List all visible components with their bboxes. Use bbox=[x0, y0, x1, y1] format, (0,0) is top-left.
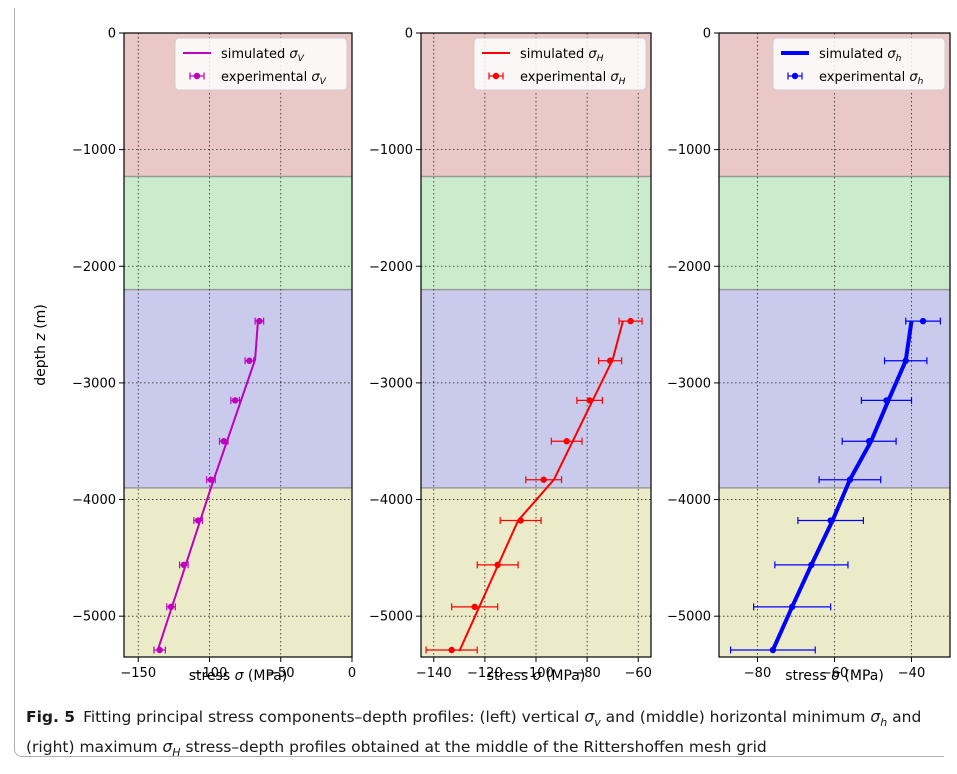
y-axis-label: depth z (m) bbox=[33, 304, 49, 386]
data-point-1 bbox=[606, 357, 614, 364]
data-point-3 bbox=[563, 438, 570, 445]
y-tick-label-2: −2000 bbox=[72, 260, 116, 275]
data-point-4 bbox=[846, 476, 854, 483]
y-tick-label-0: 0 bbox=[108, 27, 116, 42]
data-point-4 bbox=[540, 476, 547, 483]
y-tick-label-5: −5000 bbox=[369, 610, 413, 625]
legend-box bbox=[772, 37, 946, 91]
y-tick-label-4: −4000 bbox=[369, 493, 413, 508]
data-point-5 bbox=[194, 517, 202, 524]
y-tick-label-5: −5000 bbox=[72, 610, 116, 625]
y-tick-label-4: −4000 bbox=[667, 493, 711, 508]
legend-point-swatch bbox=[193, 72, 201, 80]
x-tick-label-2: −50 bbox=[267, 666, 294, 681]
data-point-1 bbox=[902, 357, 909, 364]
y-tick-label-1: −1000 bbox=[72, 143, 116, 158]
caption-frame bbox=[14, 687, 944, 757]
depth-band-2 bbox=[124, 289, 352, 488]
x-tick-label-1: −60 bbox=[821, 666, 848, 681]
legend-label-experimental: experimental σV bbox=[221, 70, 327, 87]
y-tick-label-5: −5000 bbox=[667, 610, 711, 625]
y-tick-label-0: 0 bbox=[405, 27, 413, 42]
y-tick-label-1: −1000 bbox=[667, 143, 711, 158]
data-point-8 bbox=[769, 646, 777, 654]
y-tick-label-3: −3000 bbox=[369, 376, 413, 391]
x-axis-label: stress σ (MPa) bbox=[487, 668, 586, 684]
data-point-1 bbox=[246, 357, 253, 364]
x-tick-label-4: −60 bbox=[625, 666, 652, 681]
data-point-7 bbox=[471, 603, 478, 611]
data-point-3 bbox=[865, 438, 873, 445]
legend-point-swatch bbox=[492, 72, 500, 80]
x-axis-label: stress σ (MPa) bbox=[785, 668, 884, 684]
x-tick-label-0: −150 bbox=[120, 666, 156, 681]
axes-frame bbox=[123, 32, 353, 658]
figure-frame-line bbox=[14, 8, 15, 688]
legend-box bbox=[174, 37, 348, 91]
data-point-8 bbox=[448, 646, 455, 654]
data-point-5 bbox=[827, 517, 834, 524]
data-point-6 bbox=[494, 561, 501, 569]
x-tick-label-3: 0 bbox=[348, 666, 356, 681]
panel-left: −150 −100 −50 00−1000−2000−3000−4000−5000st… bbox=[33, 27, 356, 685]
panel-middle: −140 −120 −100 −80 −60 0 −1000 −2000 −3000 −4000 −… bbox=[369, 27, 652, 685]
y-tick-label-3: −3000 bbox=[72, 376, 116, 391]
simulated-line bbox=[157, 321, 259, 650]
x-tick-label-2: −100 bbox=[518, 666, 554, 681]
legend-box bbox=[473, 37, 647, 91]
y-tick-label-2: −2000 bbox=[369, 260, 413, 275]
data-point-0 bbox=[919, 317, 927, 325]
data-point-5 bbox=[517, 517, 524, 524]
x-tick-label-2: −40 bbox=[898, 666, 925, 681]
data-point-6 bbox=[808, 561, 815, 569]
legend-label-simulated: simulated σV bbox=[221, 47, 305, 64]
y-tick-label-1: −1000 bbox=[369, 143, 413, 158]
depth-band-3 bbox=[421, 487, 651, 657]
depth-band-3 bbox=[124, 487, 352, 657]
x-axis-label: stress σ (MPa) bbox=[189, 668, 288, 684]
x-tick-label-3: −80 bbox=[573, 666, 600, 681]
caption-label: Fig. 5 bbox=[26, 708, 76, 726]
legend-label-experimental: experimental σH bbox=[520, 70, 626, 87]
x-tick-label-0: −140 bbox=[416, 666, 452, 681]
data-point-7 bbox=[167, 603, 175, 611]
caption-text: Fitting principal stress components–dept… bbox=[26, 708, 922, 760]
legend-label-simulated: simulated σh bbox=[819, 47, 902, 64]
depth-band-1 bbox=[124, 176, 352, 290]
y-tick-label-4: −4000 bbox=[72, 493, 116, 508]
data-point-2 bbox=[231, 397, 239, 404]
data-point-2 bbox=[586, 397, 593, 404]
data-point-7 bbox=[788, 603, 796, 611]
legend-point-swatch bbox=[791, 72, 799, 80]
y-tick-label-3: −3000 bbox=[667, 376, 711, 391]
data-point-3 bbox=[220, 438, 227, 445]
x-tick-label-1: −100 bbox=[192, 666, 228, 681]
data-point-0 bbox=[627, 317, 634, 325]
data-point-0 bbox=[256, 317, 263, 325]
data-point-6 bbox=[180, 561, 188, 569]
x-tick-label-0: −80 bbox=[744, 666, 771, 681]
data-point-2 bbox=[883, 397, 890, 404]
figure-caption: Fig. 5 Fitting principal stress component… bbox=[26, 705, 951, 765]
data-point-8 bbox=[156, 646, 163, 654]
panel-right: −80 −60 −40 0 −1000 −2000 −3000 −4000 −5000 stres… bbox=[667, 27, 951, 684]
legend-label-experimental: experimental σh bbox=[819, 70, 924, 87]
y-tick-label-2: −2000 bbox=[667, 260, 711, 275]
depth-band-2 bbox=[421, 289, 651, 488]
y-tick-label-0: 0 bbox=[703, 27, 711, 42]
data-point-4 bbox=[207, 476, 215, 483]
x-tick-label-1: −120 bbox=[467, 666, 503, 681]
legend-label-simulated: simulated σH bbox=[520, 47, 604, 64]
